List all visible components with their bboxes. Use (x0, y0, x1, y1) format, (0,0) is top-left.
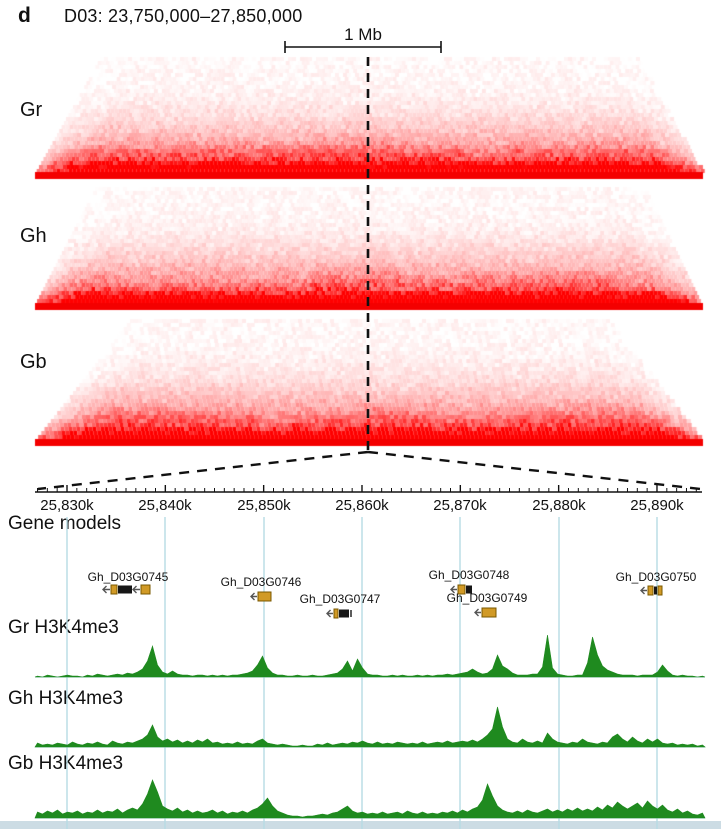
gene-exon-box (333, 608, 339, 619)
gene-exon-box (140, 584, 151, 595)
zoom-expand-left-dashed-line (37, 450, 369, 491)
bottom-track-band (0, 821, 721, 829)
signal-area-gb (34, 779, 706, 819)
gene-strand-arrow-icon (474, 608, 481, 617)
scale-bar-label: 1 Mb (344, 25, 382, 44)
axis-tick-label: 25,860k (335, 497, 389, 514)
zoom-expand-right-dashed-line (367, 450, 702, 491)
axis-tick-label: 25,840k (138, 497, 192, 514)
hic-label-gb: Gb (20, 351, 47, 373)
gene-name-label: Gh_D03G0745 (87, 570, 169, 584)
gene-strand-arrow-icon (326, 609, 333, 618)
gene-exon-box (481, 607, 497, 618)
gene-cds-box (654, 586, 657, 595)
hic-heatmap-gb (0, 317, 721, 448)
gene-cds-box (339, 609, 349, 618)
gene-strand-arrow-icon (102, 585, 110, 594)
gene-exon-box (647, 585, 654, 596)
signal-area-gr (34, 634, 706, 678)
axis-tick-label: 25,850k (237, 497, 291, 514)
panel-letter: d (18, 4, 31, 27)
track-label-gb-h3k4me3: Gb H3K4me3 (8, 753, 124, 774)
track-label-gh-h3k4me3: Gh H3K4me3 (8, 688, 124, 709)
gene-strand-arrow-icon (640, 586, 647, 595)
axis-tick-label: 25,870k (433, 497, 487, 514)
axis-tick-label: 25,890k (630, 497, 684, 514)
hic-heatmap-gr (0, 55, 721, 181)
gene-exon-box (457, 584, 466, 595)
gene-name-label: Gh_D03G0746 (220, 575, 302, 589)
track-label-gr-h3k4me3: Gr H3K4me3 (8, 617, 119, 638)
gene-name-label: Gh_D03G0749 (446, 591, 528, 605)
gene-exon-box (110, 584, 118, 595)
axis-tick-label: 25,830k (40, 497, 94, 514)
gene-name-label: Gh_D03G0747 (299, 592, 381, 606)
axis-tick-label: 25,880k (532, 497, 586, 514)
gene-exon-box (257, 591, 272, 602)
gene-cds-box (466, 585, 472, 594)
hic-heatmap-gh (0, 185, 721, 312)
gene-cds-box (118, 585, 132, 594)
gene-strand-arrow-icon (450, 585, 457, 594)
gene-models-label: Gene models (8, 513, 122, 534)
gene-strand-arrow-icon (132, 585, 140, 594)
signal-area-gh (34, 706, 706, 748)
region-title: D03: 23,750,000–27,850,000 (64, 6, 303, 26)
gene-exon-box (657, 585, 663, 596)
hic-label-gr: Gr (20, 99, 43, 121)
gene-name-label: Gh_D03G0750 (615, 570, 697, 584)
gene-name-label: Gh_D03G0748 (428, 568, 510, 582)
hic-label-gh: Gh (20, 225, 47, 247)
gene-strand-arrow-icon (250, 592, 257, 601)
